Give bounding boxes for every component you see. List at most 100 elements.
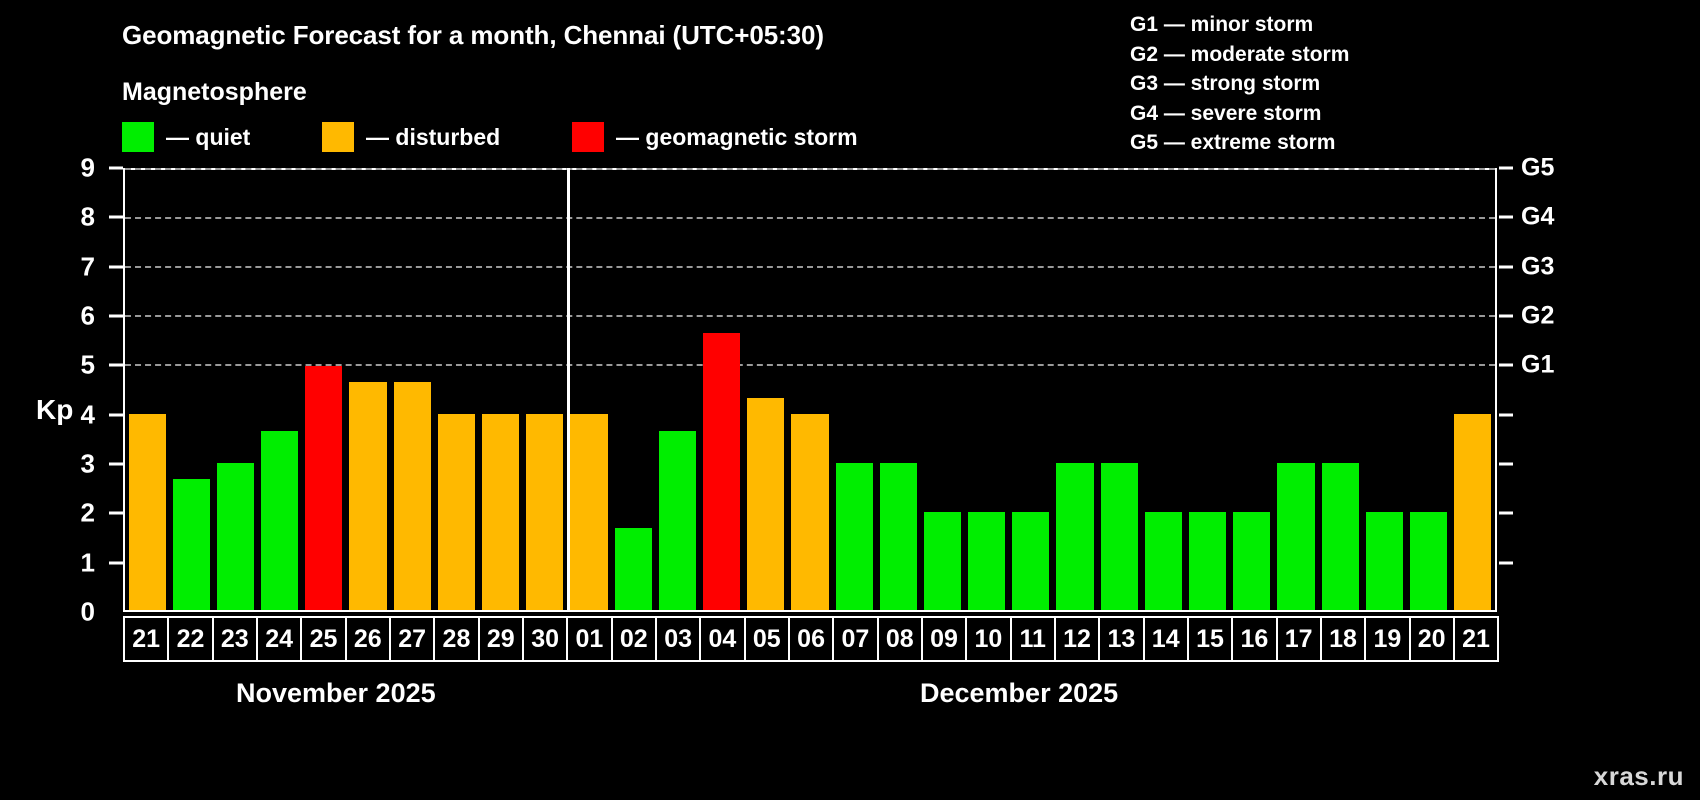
date-cell[interactable]: 08	[876, 616, 923, 662]
bar[interactable]	[1321, 463, 1359, 610]
bar[interactable]	[791, 414, 829, 610]
bar[interactable]	[1277, 463, 1315, 610]
bar[interactable]	[570, 414, 608, 610]
bar[interactable]	[349, 381, 387, 610]
bar-slot[interactable]	[1451, 170, 1495, 610]
date-cell[interactable]: 10	[965, 616, 1012, 662]
bar[interactable]	[923, 512, 962, 610]
bar-slot[interactable]	[876, 170, 920, 610]
bar[interactable]	[305, 365, 343, 610]
bar[interactable]	[128, 414, 166, 610]
date-cell[interactable]: 25	[300, 616, 347, 662]
bar[interactable]	[658, 430, 696, 610]
bar[interactable]	[526, 414, 564, 610]
date-cell[interactable]: 18	[1319, 616, 1367, 662]
bar[interactable]	[747, 398, 785, 610]
y-tick-label: 4	[80, 399, 95, 430]
month-label: December 2025	[920, 678, 1119, 708]
y-tick-label: 1	[80, 547, 95, 578]
gridline	[125, 265, 1495, 268]
date-cell[interactable]: 20	[1408, 616, 1455, 662]
bar[interactable]	[879, 463, 917, 610]
bar-slot[interactable]	[434, 170, 478, 610]
bar[interactable]	[172, 479, 210, 610]
bar[interactable]	[1012, 512, 1050, 610]
bar-slot[interactable]	[390, 170, 434, 610]
bar[interactable]	[1056, 463, 1094, 610]
date-cell[interactable]: 22	[167, 616, 214, 662]
date-cell[interactable]: 16	[1231, 616, 1278, 662]
bar[interactable]	[614, 528, 652, 610]
date-cell[interactable]: 26	[344, 616, 391, 662]
bar[interactable]	[835, 463, 873, 610]
date-cell[interactable]: 30	[521, 616, 569, 662]
bar-slot[interactable]	[523, 170, 567, 610]
bar[interactable]	[1454, 414, 1492, 610]
bar-slot[interactable]	[655, 170, 699, 610]
date-cell[interactable]: 07	[832, 616, 879, 662]
date-cell[interactable]: 17	[1275, 616, 1322, 662]
bar[interactable]	[393, 381, 431, 610]
bar-slot[interactable]	[1053, 170, 1097, 610]
date-cell[interactable]: 15	[1186, 616, 1234, 662]
bar-slot[interactable]	[744, 170, 788, 610]
date-cell[interactable]: 13	[1098, 616, 1145, 662]
bar[interactable]	[702, 332, 741, 610]
bar-slot[interactable]	[213, 170, 257, 610]
bar[interactable]	[437, 414, 475, 610]
bar-slot[interactable]	[1097, 170, 1141, 610]
bar-slot[interactable]	[258, 170, 302, 610]
date-cell[interactable]: 23	[211, 616, 258, 662]
bar-slot[interactable]	[1406, 170, 1450, 610]
bar-slot[interactable]	[788, 170, 832, 610]
date-cell[interactable]: 21	[123, 616, 170, 662]
bar-slot[interactable]	[346, 170, 390, 610]
date-cell[interactable]: 02	[610, 616, 657, 662]
bar[interactable]	[216, 463, 255, 610]
bar[interactable]	[1144, 512, 1182, 610]
bar-slot[interactable]	[611, 170, 655, 610]
bar[interactable]	[968, 512, 1006, 610]
date-cell[interactable]: 19	[1364, 616, 1411, 662]
date-cell[interactable]: 05	[743, 616, 790, 662]
date-cell[interactable]: 06	[787, 616, 835, 662]
date-cell[interactable]: 12	[1053, 616, 1101, 662]
date-cell[interactable]: 14	[1142, 616, 1189, 662]
date-cell[interactable]: 01	[566, 616, 613, 662]
bar[interactable]	[1189, 512, 1227, 610]
bar-slot[interactable]	[1230, 170, 1274, 610]
bar-slot[interactable]	[1362, 170, 1406, 610]
bar-slot[interactable]	[1318, 170, 1362, 610]
date-cell[interactable]: 27	[388, 616, 436, 662]
bar-slot[interactable]	[1274, 170, 1318, 610]
bar[interactable]	[261, 430, 299, 610]
bar-slot[interactable]	[832, 170, 876, 610]
bar-slot[interactable]	[920, 170, 964, 610]
date-cell[interactable]: 29	[477, 616, 524, 662]
bar[interactable]	[1233, 512, 1271, 610]
bar[interactable]	[1100, 463, 1138, 610]
y-tick-mark	[109, 413, 123, 417]
y-axis-title: Kp	[36, 393, 74, 425]
date-cell[interactable]: 24	[255, 616, 303, 662]
bar-slot[interactable]	[1186, 170, 1230, 610]
bar-slot[interactable]	[169, 170, 213, 610]
date-cell[interactable]: 21	[1452, 616, 1500, 662]
quiet-swatch	[122, 122, 154, 152]
date-cell[interactable]: 04	[699, 616, 746, 662]
bar[interactable]	[1409, 512, 1448, 610]
bar-slot[interactable]	[302, 170, 346, 610]
bar-slot[interactable]	[965, 170, 1009, 610]
bar[interactable]	[1365, 512, 1403, 610]
bar[interactable]	[482, 414, 520, 610]
bar-slot[interactable]	[1141, 170, 1185, 610]
bar-slot[interactable]	[699, 170, 743, 610]
bar-slot[interactable]	[567, 170, 611, 610]
date-cell[interactable]: 28	[433, 616, 480, 662]
date-cell[interactable]: 11	[1009, 616, 1056, 662]
bar-slot[interactable]	[479, 170, 523, 610]
bar-slot[interactable]	[125, 170, 169, 610]
bar-slot[interactable]	[1009, 170, 1053, 610]
date-cell[interactable]: 09	[920, 616, 968, 662]
date-cell[interactable]: 03	[654, 616, 702, 662]
